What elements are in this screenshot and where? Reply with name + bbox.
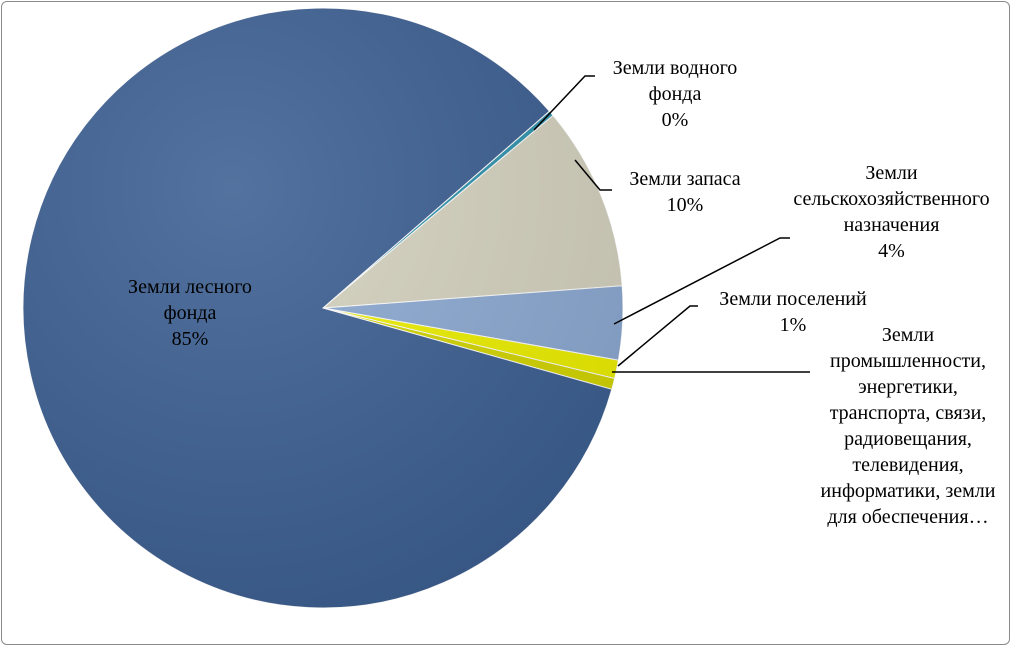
slice-label: Земли промышленности, энергетики, трансп… [810, 322, 1006, 530]
leader-line [613, 237, 790, 325]
slice-label: Земли запаса 10% [600, 166, 770, 218]
slice-label: Земли сельскохозяйственного назначения 4% [789, 160, 994, 264]
value-label: 1% [779, 314, 807, 336]
value-label: 85% [171, 328, 209, 350]
slice-label: Земли водного фонда 0% [590, 55, 760, 133]
value-label: 0% [661, 109, 689, 131]
slice-label: Земли лесного фонда 85% [100, 274, 280, 352]
value-label: 4% [878, 240, 905, 262]
category-label: Земли водного фонда [612, 57, 738, 105]
leader-lines [533, 75, 810, 373]
category-label: Земли поселений [719, 288, 867, 310]
category-label: Земли лесного фонда [128, 276, 252, 324]
value-label: 10% [666, 194, 704, 216]
leader-line [533, 75, 595, 131]
slice-label: Земли поселений 1% [693, 286, 893, 338]
category-label: Земли промышленности, энергетики, трансп… [820, 324, 996, 528]
category-label: Земли запаса [629, 168, 741, 190]
category-label: Земли сельскохозяйственного назначения [793, 162, 990, 236]
leader-line [617, 305, 698, 367]
leader-line [574, 159, 612, 191]
